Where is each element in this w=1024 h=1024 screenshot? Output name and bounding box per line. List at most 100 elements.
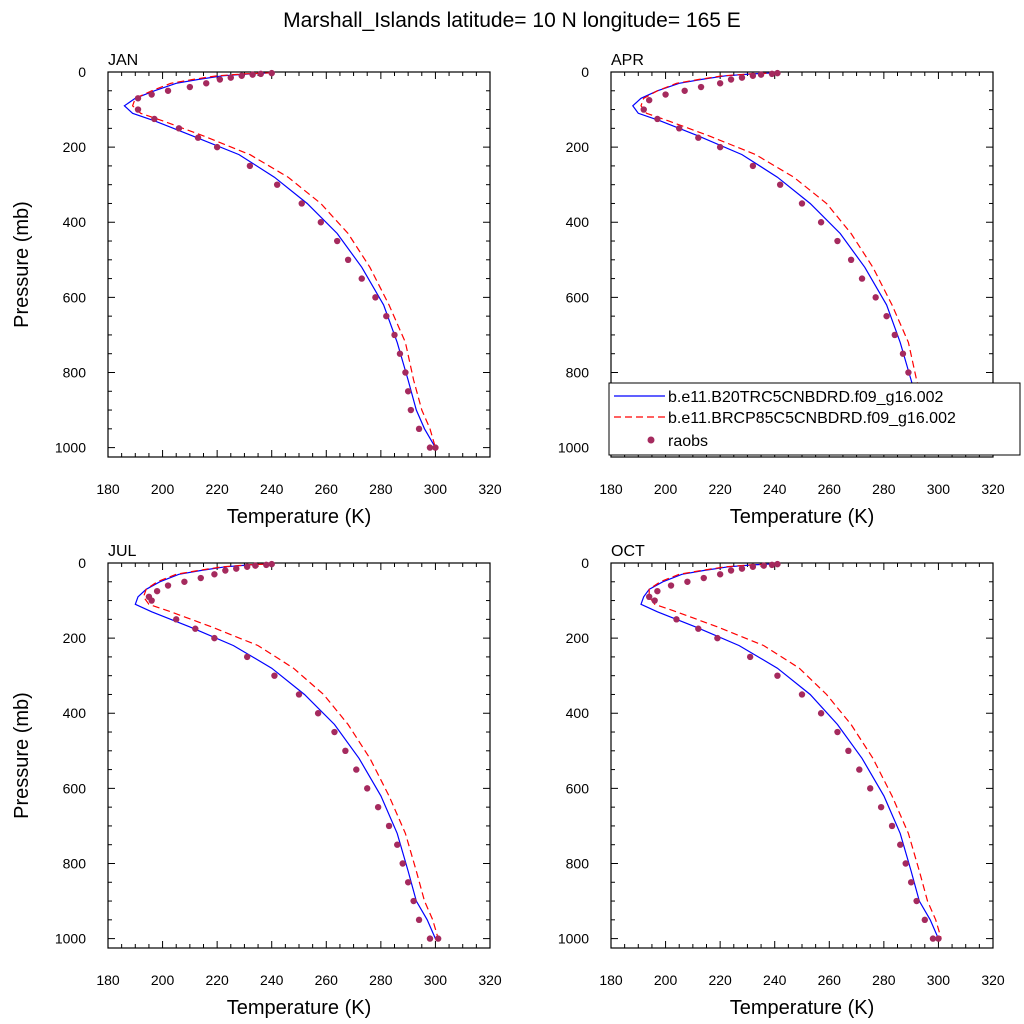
raobs-point bbox=[695, 625, 702, 632]
raobs-point bbox=[222, 567, 229, 574]
raobs-point bbox=[331, 728, 338, 736]
legend-label: b.e11.B20TRC5CNBDRD.f09_g16.002 bbox=[668, 389, 944, 406]
raobs-point bbox=[364, 785, 371, 792]
y-tick-label: 0 bbox=[78, 64, 86, 80]
panel-label: APR bbox=[611, 52, 644, 69]
raobs-point bbox=[888, 822, 896, 830]
raobs-point bbox=[716, 143, 724, 151]
y-tick-label: 200 bbox=[566, 139, 590, 155]
y-tick-label: 1000 bbox=[558, 931, 589, 947]
raobs-point bbox=[197, 574, 204, 582]
raobs-point bbox=[186, 83, 194, 91]
y-tick-label: 800 bbox=[566, 364, 590, 380]
x-tick-label: 220 bbox=[708, 481, 732, 497]
raobs-point bbox=[391, 331, 398, 339]
raobs-point bbox=[774, 69, 781, 77]
raobs-point bbox=[798, 691, 806, 698]
raobs-point bbox=[899, 350, 907, 357]
x-tick-label: 260 bbox=[818, 972, 842, 988]
raobs-point bbox=[426, 935, 434, 942]
raobs-point bbox=[654, 587, 661, 595]
raobs-point bbox=[738, 74, 746, 81]
y-tick-label: 600 bbox=[566, 780, 590, 796]
legend-box bbox=[608, 382, 1021, 456]
raobs-point bbox=[817, 219, 825, 226]
series-line-brcp85 bbox=[640, 72, 939, 448]
raobs-point bbox=[181, 578, 188, 585]
raobs-point bbox=[817, 710, 825, 717]
raobs-point bbox=[233, 565, 240, 572]
x-tick-label: 300 bbox=[927, 972, 951, 988]
x-tick-label: 180 bbox=[599, 481, 623, 497]
raobs-point bbox=[845, 747, 852, 755]
raobs-point bbox=[673, 616, 680, 623]
raobs-point bbox=[317, 219, 325, 226]
x-tick-label: 280 bbox=[369, 481, 393, 497]
x-tick-label: 260 bbox=[315, 972, 339, 988]
raobs-point bbox=[211, 571, 218, 578]
raobs-point bbox=[415, 425, 423, 433]
figure-title: Marshall_Islands latitude= 10 N longitud… bbox=[283, 9, 741, 32]
panel-jan: JAN 180 200 220 240 260 280 300 320 0 200 400 600 800… bbox=[11, 52, 502, 528]
y-tick-label: 400 bbox=[63, 214, 87, 230]
raobs-point bbox=[249, 71, 256, 78]
raobs-point bbox=[700, 574, 707, 582]
raobs-point bbox=[396, 350, 404, 357]
x-tick-label: 220 bbox=[205, 972, 229, 988]
raobs-point bbox=[695, 134, 702, 141]
raobs-point bbox=[891, 331, 898, 339]
x-tick-label: 200 bbox=[654, 481, 678, 497]
raobs-point bbox=[263, 561, 270, 569]
legend: b.e11.B20TRC5CNBDRD.f09_g16.002 b.e11.BRC… bbox=[608, 382, 1021, 456]
raobs-point bbox=[175, 125, 183, 132]
x-tick-label: 260 bbox=[315, 481, 339, 497]
raobs-point bbox=[153, 587, 161, 595]
raobs-point bbox=[271, 672, 278, 679]
raobs-point bbox=[774, 672, 781, 679]
y-tick-label: 600 bbox=[63, 289, 87, 305]
series-line-brcp85 bbox=[131, 72, 436, 448]
raobs-point bbox=[654, 115, 661, 123]
raobs-point bbox=[314, 710, 322, 717]
raobs-point bbox=[404, 388, 412, 395]
x-axis-title: Temperature (K) bbox=[227, 997, 372, 1019]
raobs-point bbox=[383, 312, 390, 320]
raobs-point bbox=[394, 841, 401, 848]
raobs-point bbox=[798, 200, 806, 207]
x-tick-label: 300 bbox=[424, 481, 448, 497]
raobs-point bbox=[902, 860, 909, 867]
x-tick-label: 240 bbox=[260, 481, 284, 497]
y-tick-label: 800 bbox=[566, 855, 590, 871]
x-tick-label: 180 bbox=[96, 972, 120, 988]
series-line-brcp85 bbox=[142, 563, 439, 939]
raobs-point bbox=[676, 125, 683, 132]
raobs-point bbox=[921, 916, 928, 924]
raobs-point bbox=[651, 597, 658, 604]
raobs-point bbox=[662, 91, 669, 98]
raobs-point bbox=[334, 237, 341, 245]
x-tick-label: 220 bbox=[205, 481, 229, 497]
y-tick-label: 200 bbox=[566, 630, 590, 646]
raobs-point bbox=[907, 879, 915, 886]
x-axis-title: Temperature (K) bbox=[730, 997, 875, 1019]
raobs-point bbox=[714, 634, 721, 642]
x-tick-label: 280 bbox=[872, 481, 896, 497]
raobs-point bbox=[897, 841, 904, 848]
raobs-point bbox=[298, 200, 305, 207]
raobs-point bbox=[134, 106, 142, 113]
y-tick-label: 1000 bbox=[55, 931, 86, 947]
y-tick-label: 800 bbox=[63, 364, 87, 380]
raobs-point bbox=[211, 634, 218, 642]
legend-label: b.e11.BRCP85C5CNBDRD.f09_g16.002 bbox=[668, 410, 956, 427]
raobs-point bbox=[776, 181, 784, 188]
x-tick-label: 200 bbox=[654, 972, 678, 988]
x-tick-label: 240 bbox=[260, 972, 284, 988]
raobs-point bbox=[404, 879, 412, 886]
raobs-point bbox=[164, 87, 172, 94]
y-tick-label: 400 bbox=[63, 705, 87, 721]
x-axis-title: Temperature (K) bbox=[730, 506, 875, 528]
raobs-point bbox=[768, 70, 776, 78]
y-tick-label: 800 bbox=[63, 855, 87, 871]
raobs-point bbox=[295, 691, 303, 698]
